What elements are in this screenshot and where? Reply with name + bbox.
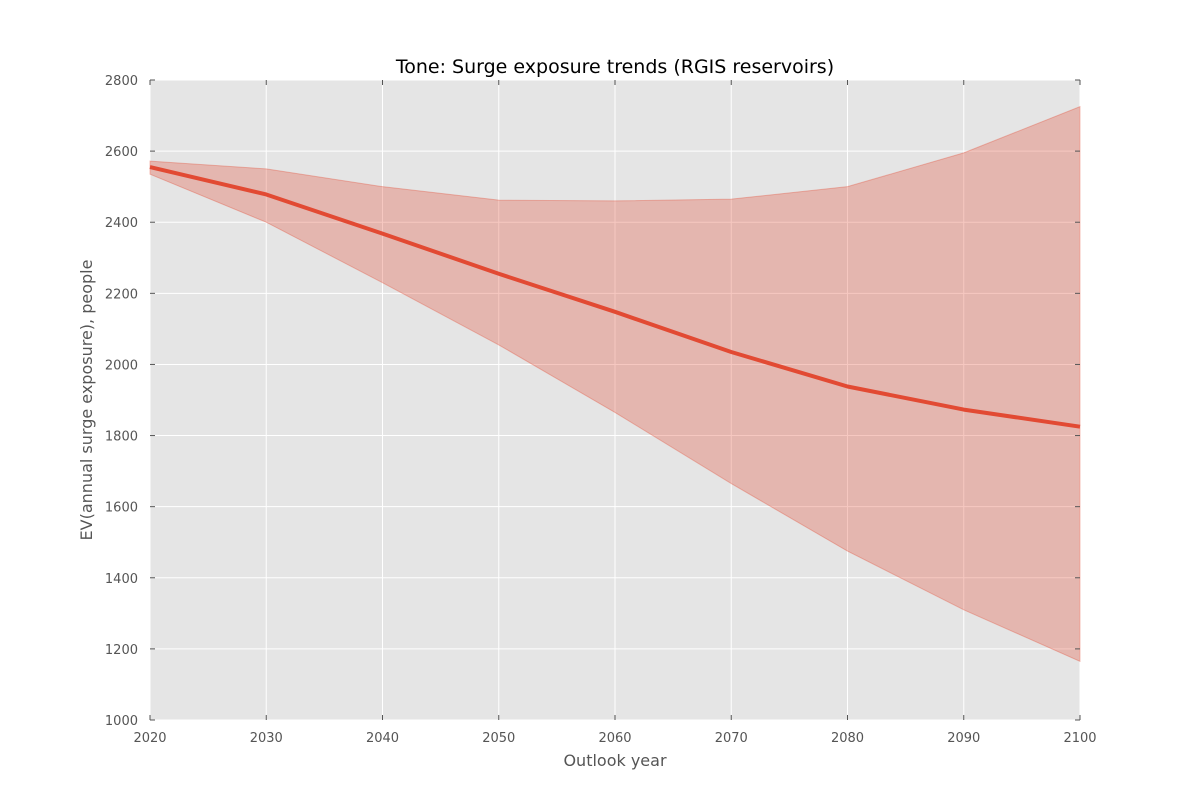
y-tick-label: 1200 [105,643,138,658]
x-axis-label: Outlook year [563,751,667,770]
x-tick-label: 2100 [1063,731,1096,746]
y-tick-label: 1800 [105,430,138,445]
y-tick-label: 2600 [105,145,138,160]
tick-labels: 2020 2030 2040 2050 2060 2070 2080 2090 2100 1000… [105,74,1097,746]
y-tick-label: 2400 [105,216,138,231]
y-axis-label: EV(annual surge exposure), people [77,260,96,541]
y-tick-label: 2800 [105,74,138,89]
x-tick-label: 2070 [715,731,748,746]
x-tick-label: 2050 [482,731,515,746]
confidence-band [149,105,1081,663]
x-tick-label: 2020 [133,731,166,746]
y-tick-label: 2200 [105,287,138,302]
x-tick-label: 2060 [598,731,631,746]
y-tick-label: 1000 [105,714,138,729]
series-line [149,165,1081,429]
y-tick-label: 2000 [105,358,138,373]
x-tick-label: 2090 [947,731,980,746]
axis-ticks [149,79,1081,721]
x-tick-label: 2030 [250,731,283,746]
x-tick-label: 2080 [831,731,864,746]
y-tick-label: 1600 [105,501,138,516]
y-tick-label: 1400 [105,572,138,587]
chart-title: Tone: Surge exposure trends (RGIS reserv… [395,56,834,78]
x-tick-label: 2040 [366,731,399,746]
